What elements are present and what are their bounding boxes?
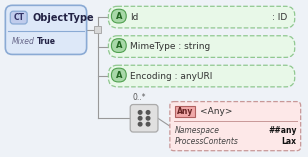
Text: Any: Any bbox=[176, 107, 193, 116]
Text: ProcessContents: ProcessContents bbox=[175, 137, 239, 146]
Circle shape bbox=[138, 111, 142, 114]
Bar bbox=[175, 106, 195, 117]
Text: ##any: ##any bbox=[268, 126, 297, 135]
FancyBboxPatch shape bbox=[108, 65, 295, 87]
Text: CT: CT bbox=[13, 13, 24, 22]
FancyBboxPatch shape bbox=[170, 102, 301, 151]
Text: Encoding : anyURI: Encoding : anyURI bbox=[130, 72, 213, 81]
Text: <Any>: <Any> bbox=[200, 107, 232, 116]
Text: A: A bbox=[116, 41, 122, 50]
FancyBboxPatch shape bbox=[130, 105, 158, 132]
Text: True: True bbox=[37, 37, 56, 46]
Circle shape bbox=[146, 116, 150, 120]
FancyBboxPatch shape bbox=[108, 6, 295, 28]
FancyBboxPatch shape bbox=[10, 11, 27, 24]
Circle shape bbox=[138, 122, 142, 126]
FancyBboxPatch shape bbox=[5, 5, 87, 54]
Circle shape bbox=[146, 122, 150, 126]
Text: A: A bbox=[116, 12, 122, 21]
Circle shape bbox=[146, 111, 150, 114]
Text: Id: Id bbox=[130, 13, 139, 22]
Text: A: A bbox=[116, 70, 122, 80]
FancyBboxPatch shape bbox=[111, 39, 126, 52]
Circle shape bbox=[138, 116, 142, 120]
Text: Lax: Lax bbox=[282, 137, 297, 146]
Text: 0..*: 0..* bbox=[132, 93, 146, 102]
Bar bbox=[94, 26, 101, 33]
Text: Namespace: Namespace bbox=[175, 126, 220, 135]
Text: : ID: : ID bbox=[272, 13, 287, 22]
FancyBboxPatch shape bbox=[108, 36, 295, 57]
Text: ObjectType: ObjectType bbox=[32, 13, 94, 23]
Text: MimeType : string: MimeType : string bbox=[130, 42, 210, 51]
Text: Mixed: Mixed bbox=[11, 37, 34, 46]
FancyBboxPatch shape bbox=[111, 68, 126, 82]
FancyBboxPatch shape bbox=[111, 9, 126, 23]
